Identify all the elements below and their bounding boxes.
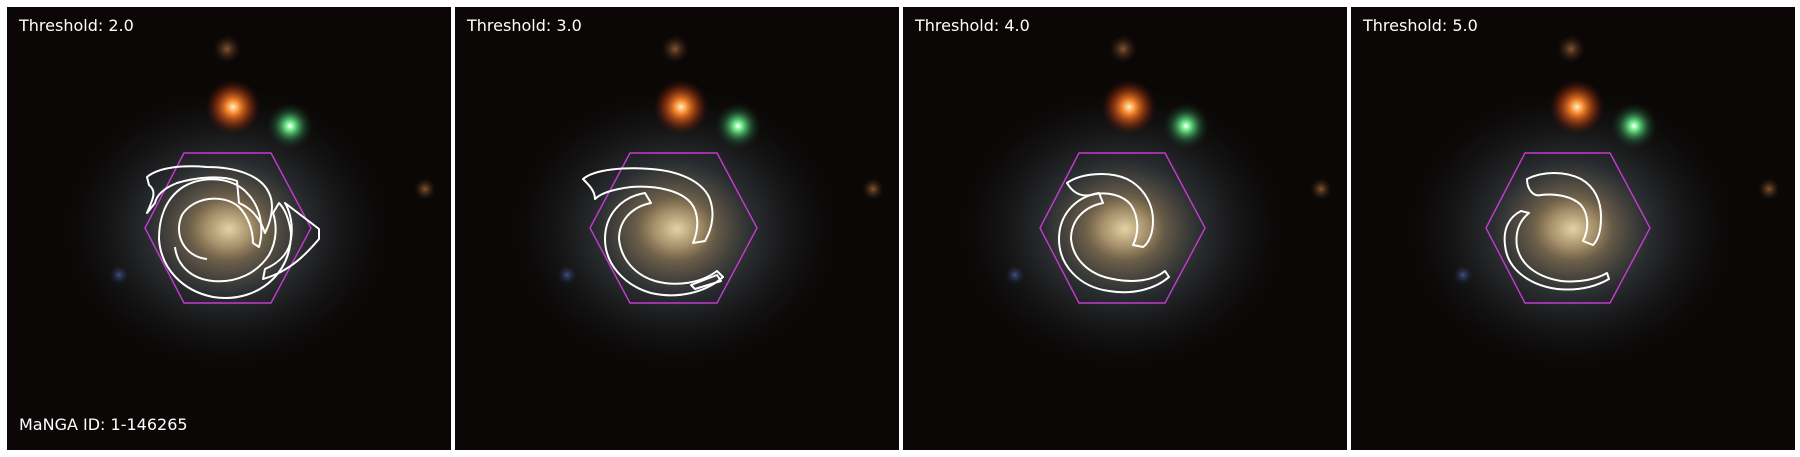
ifu-hexagon — [1039, 152, 1206, 304]
threshold-label: Threshold: 2.0 — [19, 16, 134, 35]
threshold-panel-4: Threshold: 5.0 — [1351, 7, 1795, 450]
threshold-panel-3: Threshold: 4.0 — [903, 7, 1347, 450]
threshold-label: Threshold: 5.0 — [1363, 16, 1478, 35]
arm-contour — [1058, 192, 1170, 294]
arm-contour — [1526, 172, 1602, 246]
threshold-panel-1: Threshold: 2.0 MaNGA ID: 1-146265 — [7, 7, 451, 450]
galaxy-image — [903, 7, 1347, 450]
ifu-hexagon — [589, 152, 758, 304]
galaxy-image — [1351, 7, 1795, 450]
arm-contour — [690, 274, 722, 290]
arm-contour — [158, 178, 292, 299]
ifu-hexagon — [144, 152, 312, 304]
manga-id-label: MaNGA ID: 1-146265 — [19, 415, 188, 434]
galaxy-image — [455, 7, 899, 450]
arm-contour — [262, 202, 320, 280]
galaxy-image — [7, 7, 451, 450]
arm-contour — [582, 167, 714, 244]
threshold-label: Threshold: 3.0 — [467, 16, 582, 35]
arm-contour — [1503, 210, 1610, 291]
threshold-panel-2: Threshold: 3.0 — [455, 7, 899, 450]
arm-contour — [146, 165, 273, 234]
ifu-hexagon — [1485, 152, 1651, 304]
threshold-label: Threshold: 4.0 — [915, 16, 1030, 35]
